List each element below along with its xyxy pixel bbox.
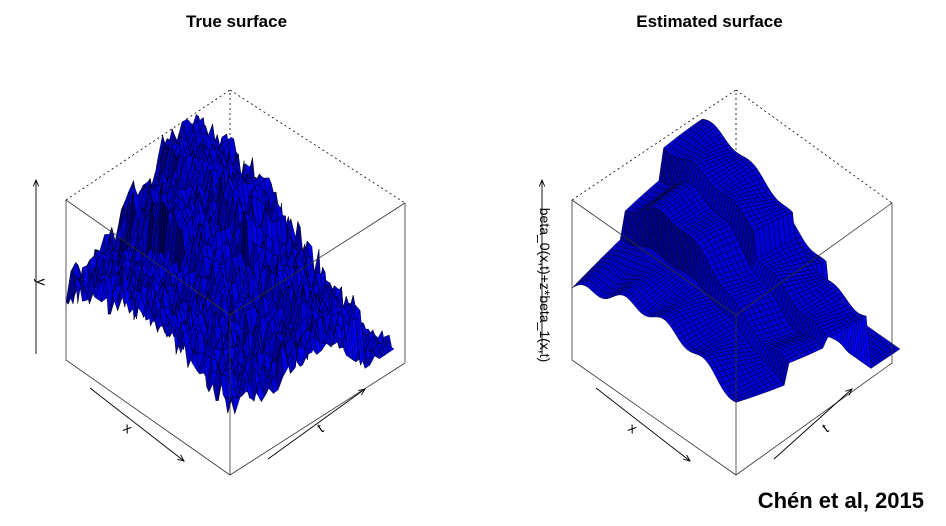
x-axis-arrow (89, 387, 185, 462)
t-axis-arrow (773, 388, 853, 460)
surface-facet (732, 399, 742, 403)
x-axis-arrow-head (683, 454, 691, 462)
surface-mesh (65, 114, 395, 415)
x-axis-label: x (120, 419, 135, 436)
box-front-edge-5 (571, 199, 737, 316)
t-axis-arrow (267, 388, 366, 460)
z-axis-label: y (34, 279, 50, 286)
x-axis-arrow-head (177, 454, 185, 462)
true-surface-title: True surface (185, 12, 288, 31)
citation-credit: Chén et al, 2015 (757, 488, 924, 513)
box-front-edge-5 (65, 199, 231, 316)
x-axis-arrow (595, 387, 691, 462)
box-front-edge-1 (229, 362, 406, 476)
surface-facet (227, 395, 235, 415)
x-axis-label: x (625, 419, 640, 436)
z-axis-arrow-head (32, 178, 40, 187)
box-front-edge-0 (65, 359, 231, 476)
t-axis-arrow-head (845, 388, 853, 396)
true-surface-plot: x t y (32, 89, 406, 476)
estimated-surface-panel: Estimated surface x t beta_0(x,t)+z*beta_1… (473, 0, 946, 526)
t-axis-label: t (314, 420, 326, 435)
box-front-edge-1 (735, 362, 893, 476)
box-front-edge-0 (571, 359, 737, 476)
estimated-surface-title: Estimated surface (636, 12, 783, 31)
box-front-edge-6 (229, 202, 406, 316)
box-back-edge-1 (735, 89, 893, 204)
z-axis-label: beta_0(x,t)+z*beta_1(x,t) (537, 208, 553, 362)
box-front-edge-6 (735, 202, 893, 316)
surface-mesh (571, 118, 901, 403)
estimated-surface-plot: x t beta_0(x,t)+z*beta_1(x,t) (537, 89, 901, 476)
true-surface-panel: True surface x t y (32, 12, 406, 476)
t-axis-label: t (819, 420, 831, 435)
t-axis-arrow-head (358, 388, 366, 396)
z-axis-arrow-head (538, 178, 546, 187)
